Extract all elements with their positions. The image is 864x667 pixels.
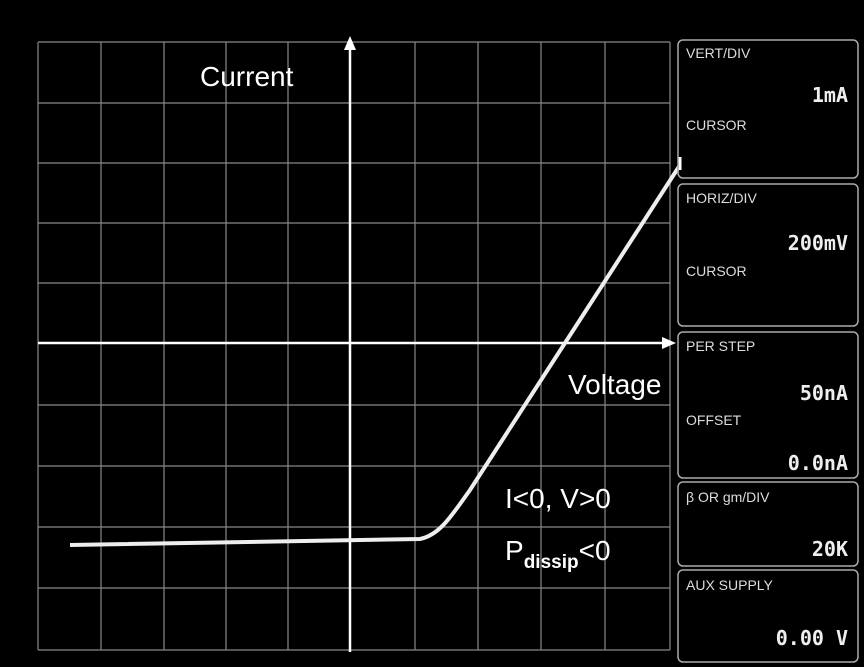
- panel-value: 200mV: [788, 231, 848, 255]
- panel-label: OFFSET: [686, 412, 742, 428]
- panel-label: β OR gm/DIV: [686, 489, 770, 505]
- power-symbol: P: [505, 535, 524, 566]
- panel-value: 50nA: [800, 381, 848, 405]
- panel-label: CURSOR: [686, 263, 747, 279]
- panel-label: PER STEP: [686, 338, 755, 354]
- panel-label: VERT/DIV: [686, 45, 751, 61]
- quadrant-note: I<0, V>0: [505, 483, 611, 514]
- y-axis-label: Current: [200, 61, 294, 92]
- panel-value: 0.00 V: [776, 626, 848, 650]
- panel-label: AUX SUPPLY: [686, 577, 774, 593]
- panel-label: CURSOR: [686, 117, 747, 133]
- panel-value: 20K: [812, 537, 848, 561]
- panel-label: HORIZ/DIV: [686, 190, 757, 206]
- panel-value: 1mA: [812, 83, 848, 107]
- panel-value: 0.0nA: [788, 451, 848, 475]
- background: [0, 0, 864, 667]
- power-subscript: dissip: [524, 552, 579, 573]
- x-axis-label: Voltage: [568, 369, 661, 400]
- power-relation: <0: [579, 535, 611, 566]
- page: Current Voltage I<0, V>0 Pdissip<0 VERT/…: [0, 0, 864, 667]
- tracer-screen: Current Voltage I<0, V>0 Pdissip<0 VERT/…: [0, 0, 864, 667]
